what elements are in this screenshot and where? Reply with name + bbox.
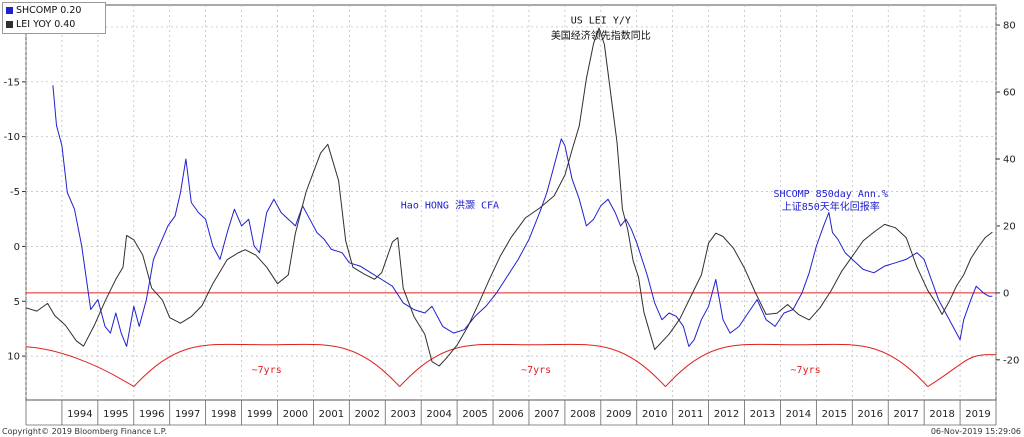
x-tick-label: 1996 <box>139 409 164 420</box>
chart-annotation: Hao HONG 洪灏 CFA <box>401 200 499 212</box>
x-tick-label: 2019 <box>965 409 990 420</box>
x-tick-label: 2003 <box>390 409 415 420</box>
x-tick-label: 2018 <box>929 409 954 420</box>
cycle-arc <box>133 343 400 387</box>
right-tick-label: 20 <box>1003 221 1016 232</box>
cycle-arc <box>665 343 929 387</box>
chart-annotation: US LEI Y/Y <box>571 15 631 26</box>
left-tick-label: -5 <box>10 187 20 198</box>
right-tick-label: -20 <box>1003 355 1019 366</box>
right-tick-label: 0 <box>1003 288 1009 299</box>
series-line-lei-yoy <box>25 27 993 367</box>
x-tick-label: 2006 <box>498 409 523 420</box>
plot-area <box>25 4 997 401</box>
chart-annotation: 上证850天年化回报率 <box>782 200 880 213</box>
cycle-arc <box>927 354 997 388</box>
cycle-label: ~7yrs <box>791 365 821 376</box>
series-line-shcomp <box>52 85 993 347</box>
x-tick-label: 2000 <box>283 409 308 420</box>
x-tick-label: 2011 <box>678 409 703 420</box>
legend-swatch-shcomp <box>6 6 13 14</box>
x-tick-label: 2017 <box>893 409 918 420</box>
right-tick-label: 80 <box>1003 21 1016 32</box>
left-tick-label: 5 <box>14 297 20 308</box>
legend-label-shcomp: SHCOMP <box>16 4 58 16</box>
x-tick-label: 2015 <box>822 409 847 420</box>
chart-annotation: 美国经济领先指数同比 <box>551 29 651 42</box>
right-tick-label: 60 <box>1003 88 1016 99</box>
x-tick-label: 1997 <box>175 409 200 420</box>
x-tick-label: 2001 <box>319 409 344 420</box>
left-tick-label: -10 <box>4 132 20 143</box>
x-tick-label: 1994 <box>67 409 92 420</box>
legend-item-lei: LEI YOY 0.40 <box>3 17 105 31</box>
left-tick-label: 10 <box>7 352 20 363</box>
x-tick-label: 2009 <box>606 409 631 420</box>
legend: SHCOMP 0.20 LEI YOY 0.40 <box>2 2 106 34</box>
cycle-arc <box>399 343 666 387</box>
cycle-arc <box>25 346 135 388</box>
x-tick-label: 2010 <box>642 409 667 420</box>
legend-swatch-lei <box>6 20 13 28</box>
timestamp-footer: 06-Nov-2019 15:29:06 <box>931 427 1021 436</box>
x-tick-label: 2005 <box>462 409 487 420</box>
x-tick-label: 2007 <box>534 409 559 420</box>
x-tick-label: 2002 <box>355 409 380 420</box>
cycle-label: ~7yrs <box>521 365 551 376</box>
legend-value-shcomp: 0.20 <box>60 4 82 16</box>
x-tick-label: 1999 <box>247 409 272 420</box>
x-tick-label: 2012 <box>714 409 739 420</box>
cycle-label: ~7yrs <box>252 365 282 376</box>
x-tick-label: 2004 <box>426 409 451 420</box>
x-tick-label: 2014 <box>786 409 811 420</box>
left-tick-label: 0 <box>14 242 20 253</box>
copyright-footer: Copyright© 2019 Bloomberg Finance L.P. <box>2 427 167 436</box>
x-tick-label: 2008 <box>570 409 595 420</box>
chart-annotation: SHCOMP 850day Ann.% <box>774 189 888 200</box>
left-tick-label: -15 <box>4 77 20 88</box>
x-tick-label: 2013 <box>750 409 775 420</box>
legend-item-shcomp: SHCOMP 0.20 <box>3 3 105 17</box>
x-tick-label: 2016 <box>858 409 883 420</box>
x-tick-label: 1998 <box>211 409 236 420</box>
x-tick-label: 1995 <box>103 409 128 420</box>
legend-value-lei: 0.40 <box>54 18 76 30</box>
right-tick-label: 40 <box>1003 154 1016 165</box>
legend-label-lei: LEI YOY <box>16 18 52 30</box>
